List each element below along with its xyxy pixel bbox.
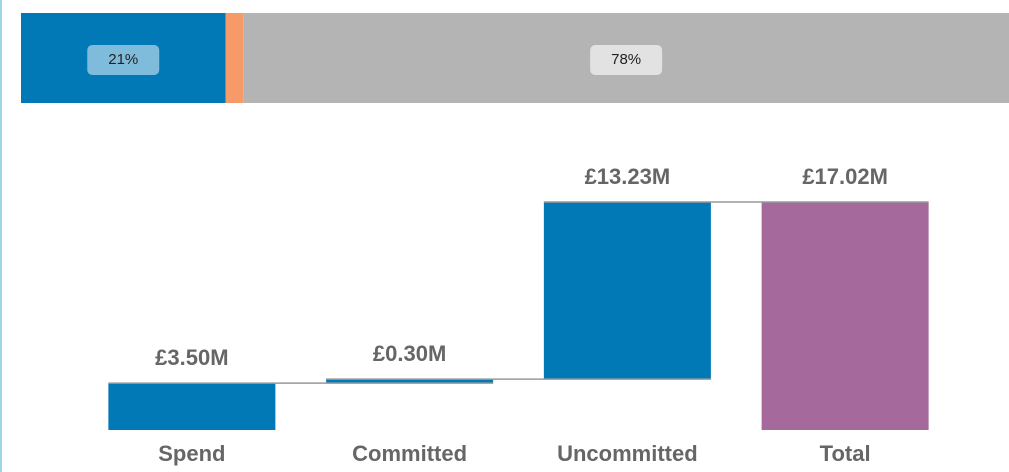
data-label: 21% (108, 51, 138, 68)
x-tick-label: Committed (352, 441, 467, 466)
data-label: £17.02M (802, 164, 888, 189)
x-tick-label: Spend (158, 441, 225, 466)
bar (326, 379, 494, 384)
bar-segment (225, 13, 244, 103)
data-label: £13.23M (585, 164, 671, 189)
data-label: £3.50M (155, 345, 228, 370)
label-box (590, 45, 663, 75)
left-border (0, 0, 2, 472)
data-label: £0.30M (373, 341, 446, 366)
x-tick-label: Total (820, 441, 871, 466)
bar (543, 201, 711, 380)
bar (761, 202, 929, 430)
label-box (87, 45, 160, 75)
bar (108, 383, 276, 430)
x-tick-label: Uncommitted (557, 441, 698, 466)
data-label: 78% (611, 51, 641, 68)
